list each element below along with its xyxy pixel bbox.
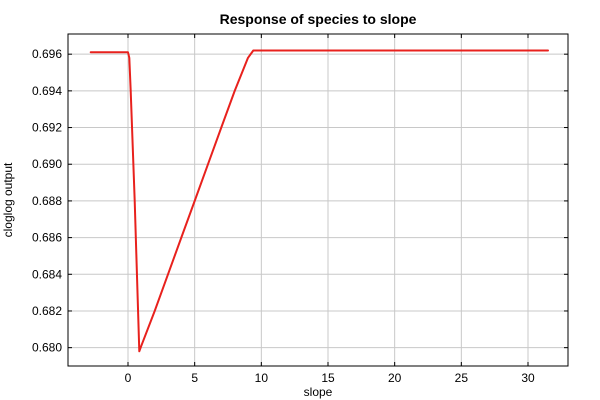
x-tick-label: 10 [255, 371, 269, 385]
x-tick-label: 30 [521, 371, 535, 385]
y-tick-label: 0.682 [32, 304, 62, 318]
y-tick-label: 0.686 [32, 231, 62, 245]
x-tick-label: 0 [125, 371, 132, 385]
x-tick-label: 15 [321, 371, 335, 385]
series-line-0 [89, 49, 549, 353]
y-tick-label: 0.688 [32, 194, 62, 208]
chart-title: Response of species to slope [220, 11, 417, 27]
y-tick-label: 0.684 [32, 267, 62, 281]
y-tick-label: 0.690 [32, 157, 62, 171]
x-tick-label: 5 [191, 371, 198, 385]
y-tick-label: 0.696 [32, 47, 62, 61]
x-axis-label: slope [304, 385, 333, 399]
plot-frame [67, 33, 569, 367]
series-layer [89, 49, 549, 353]
y-axis-label: cloglog output [1, 162, 15, 237]
y-tick-label: 0.694 [32, 84, 62, 98]
x-tick-label: 25 [455, 371, 469, 385]
ticks [68, 34, 568, 366]
tick-labels: 0 5 10 15 20 25 30 0.680 0.682 0.684 0.686 0.688 0.6… [32, 47, 535, 385]
x-tick-label: 20 [388, 371, 402, 385]
y-tick-label: 0.692 [32, 121, 62, 135]
grid [68, 34, 568, 366]
y-tick-label: 0.680 [32, 341, 62, 355]
